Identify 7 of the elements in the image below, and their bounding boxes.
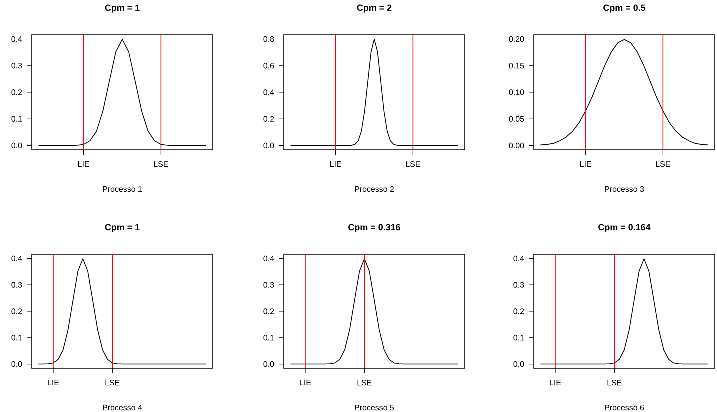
chart-title: Cpm = 1 <box>105 224 140 232</box>
line-series <box>540 39 709 146</box>
chart-title: Cpm = 0.5 <box>604 4 646 13</box>
chart-title: Cpm = 2 <box>357 4 392 13</box>
chart-title: Cpm = 0.316 <box>348 224 400 232</box>
chart-title: Cpm = 1 <box>105 4 140 13</box>
chart-title: Cpm = 0.164 <box>598 224 651 232</box>
